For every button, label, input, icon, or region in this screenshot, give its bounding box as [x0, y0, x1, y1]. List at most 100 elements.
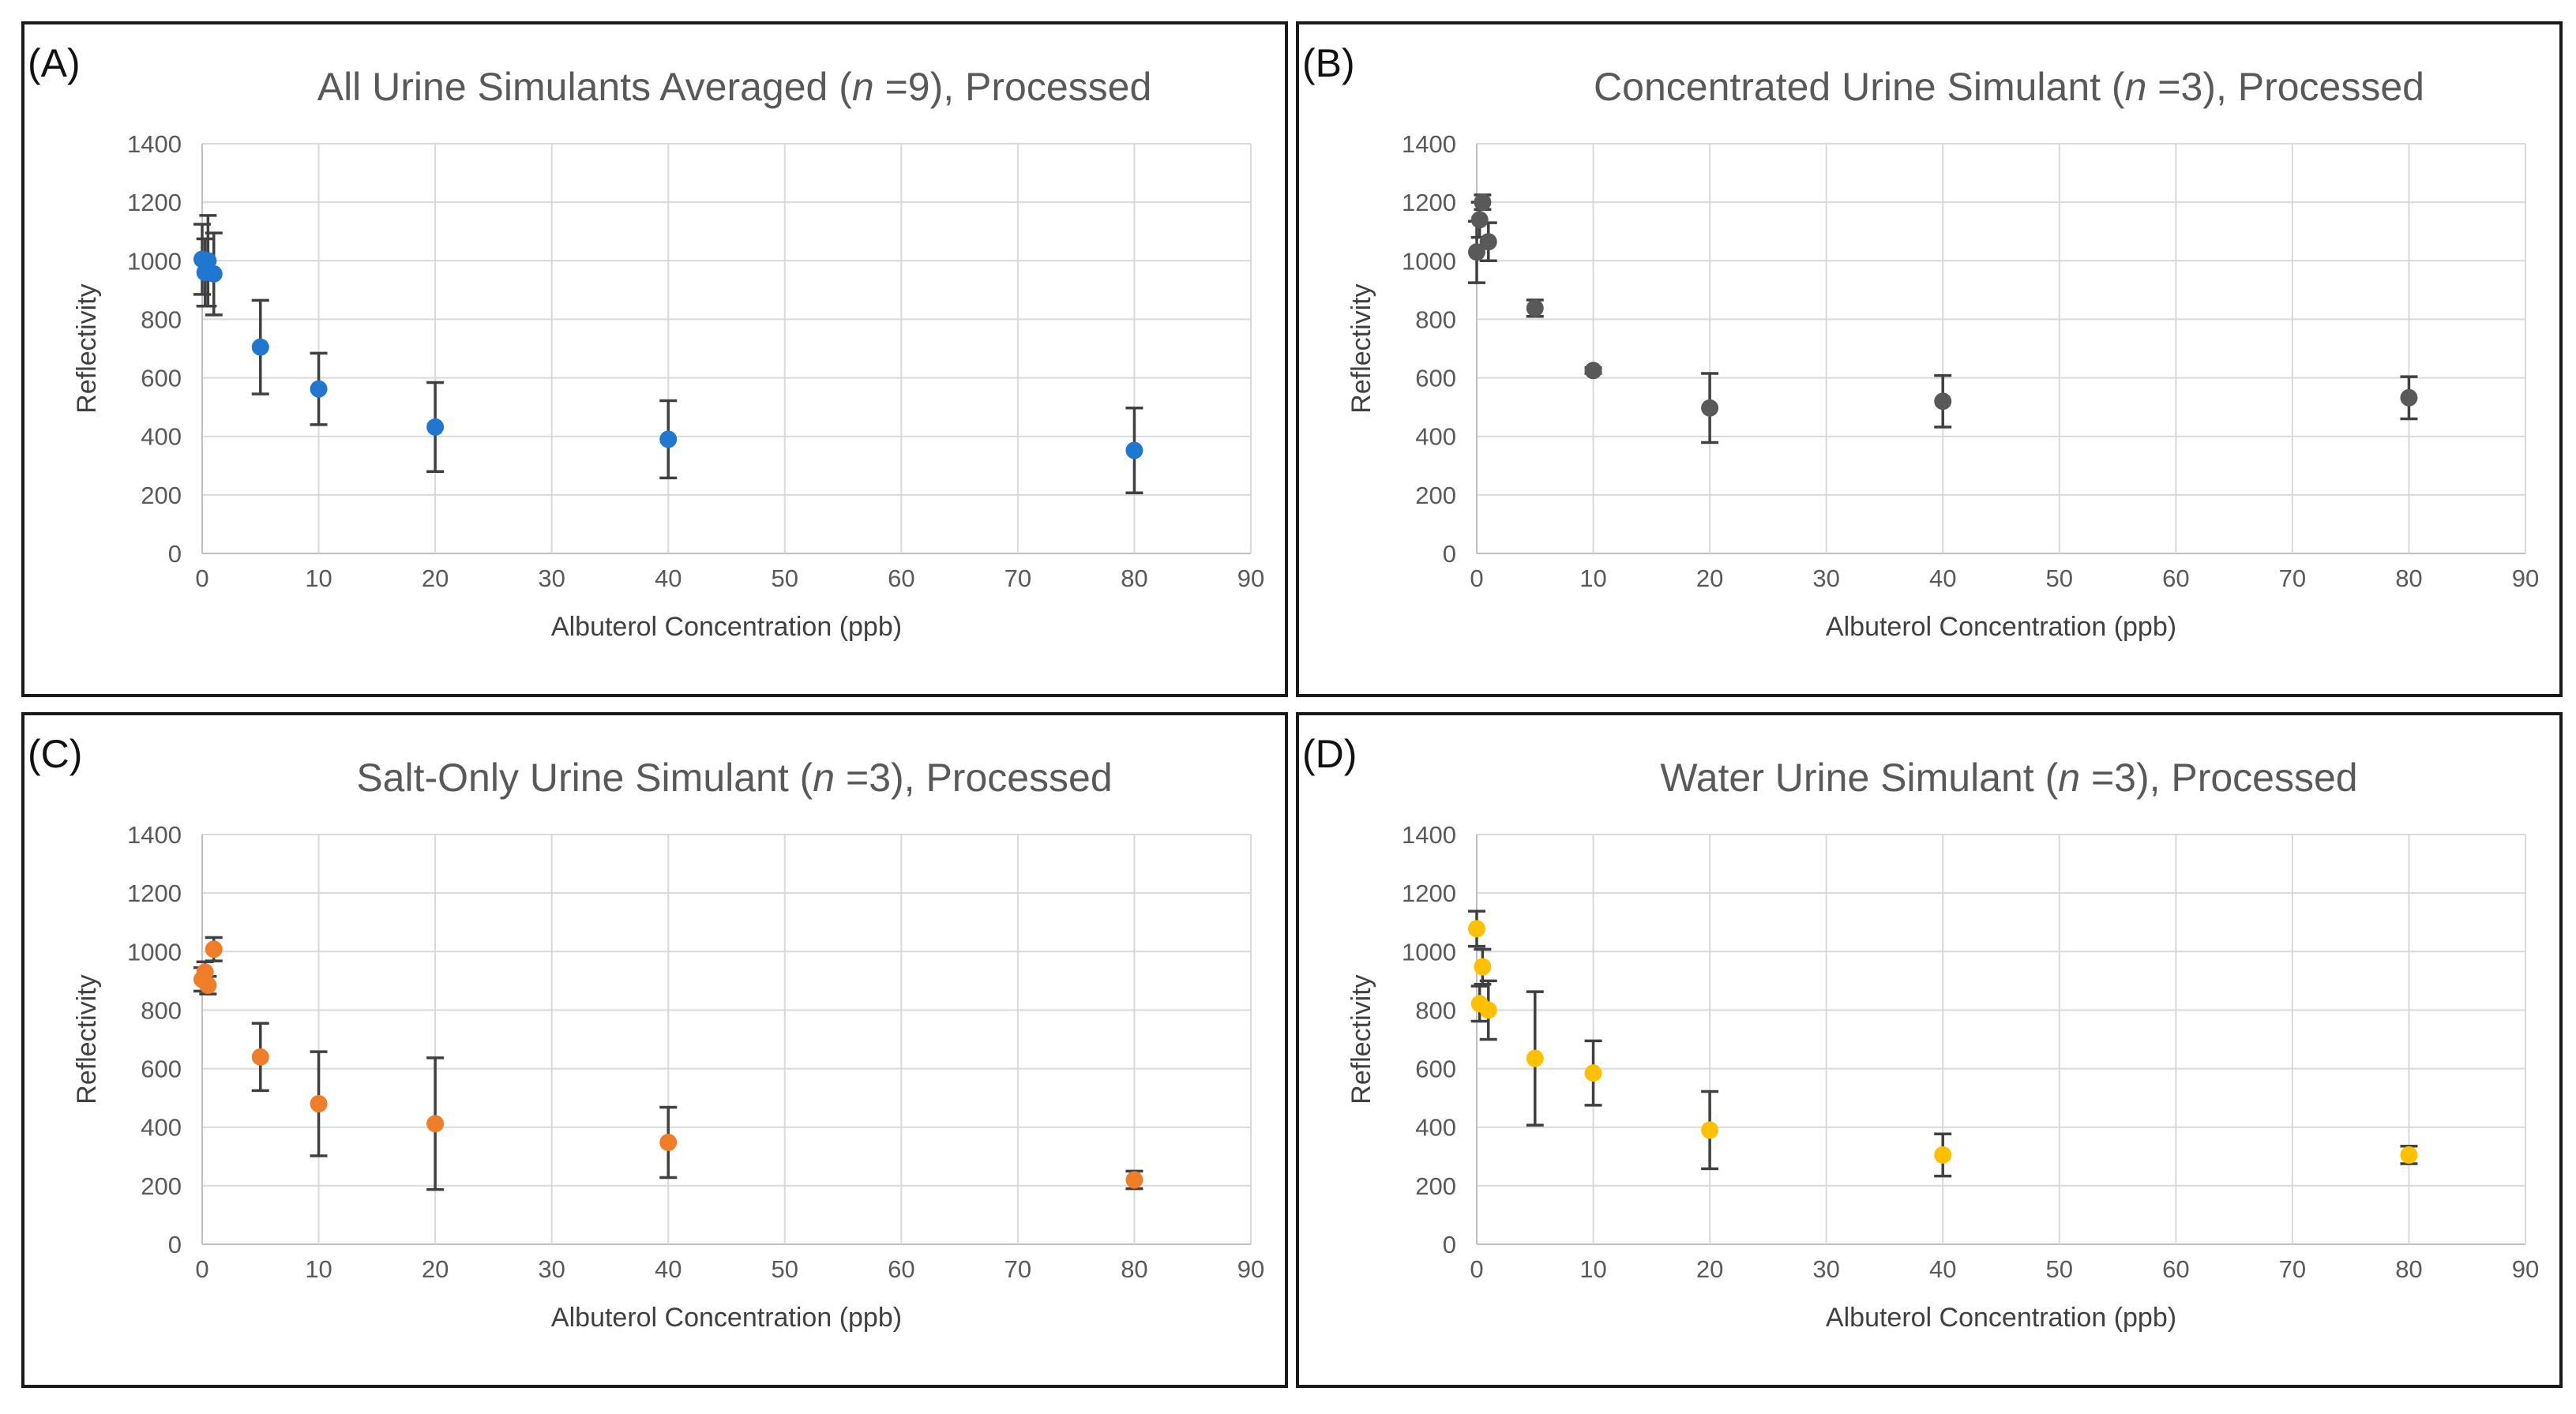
data-series [193, 936, 1143, 1191]
x-tick-label: 80 [1121, 1255, 1147, 1283]
x-tick-label: 30 [1812, 1255, 1839, 1283]
x-tick-label: 80 [2395, 564, 2422, 592]
y-tick-label: 400 [1415, 1114, 1456, 1142]
y-tick-label: 0 [1443, 1231, 1456, 1258]
x-tick-label: 60 [2162, 564, 2189, 592]
data-point [1934, 392, 1952, 411]
x-tick-label: 0 [195, 1255, 208, 1283]
chart-panel-a: (A) All Urine Simulants Averaged (n =9), … [21, 21, 1288, 697]
data-point [199, 252, 217, 270]
data-series [193, 214, 1143, 495]
x-tick-label: 20 [422, 564, 449, 592]
y-tick-label: 0 [168, 540, 182, 568]
chart-svg: (B) Concentrated Urine Simulant (n =3), P… [1302, 41, 2539, 642]
x-tick-label: 60 [888, 1255, 914, 1283]
chart-svg: (C) Salt-Only Urine Simulant (n =3), Proc… [28, 732, 1264, 1333]
x-tick-label: 70 [1004, 1255, 1031, 1283]
chart-title-prefix: Salt-Only Urine Simulant ( [356, 756, 813, 800]
x-tick-label: 0 [195, 564, 208, 592]
data-point [310, 380, 328, 398]
panel-label: (A) [28, 41, 81, 85]
x-tick-label: 20 [1696, 564, 1723, 592]
panel-label: (B) [1302, 41, 1355, 85]
data-point [426, 1115, 445, 1133]
x-tick-label: 30 [538, 564, 565, 592]
chart-title-suffix: =3), Processed [835, 756, 1113, 800]
data-point [1479, 1001, 1497, 1019]
data-point [1584, 362, 1602, 380]
y-tick-label: 800 [141, 996, 182, 1024]
y-tick-label: 1200 [1402, 189, 1456, 216]
chart-title-prefix: Concentrated Urine Simulant ( [1594, 65, 2125, 109]
data-point [205, 264, 223, 283]
x-tick-label: 30 [1812, 564, 1839, 592]
data-point [1125, 1171, 1143, 1189]
chart-title: All Urine Simulants Averaged (n =9), Pro… [317, 65, 1152, 109]
data-point [1479, 233, 1497, 251]
data-point [1468, 920, 1485, 938]
x-tick-label: 90 [1237, 1255, 1264, 1283]
x-tick-label: 20 [422, 1255, 449, 1283]
y-tick-label: 400 [141, 423, 182, 451]
x-tick-label: 70 [1004, 564, 1031, 592]
y-tick-label: 600 [1415, 1056, 1456, 1083]
chart-title-n: n [2125, 65, 2147, 109]
y-tick-label: 0 [1443, 540, 1456, 568]
y-tick-label: 600 [1415, 365, 1456, 392]
data-point [1526, 299, 1544, 317]
data-point [251, 338, 269, 356]
y-tick-label: 1000 [1402, 247, 1456, 275]
panel-label: (D) [1302, 732, 1357, 776]
x-tick-label: 90 [1237, 564, 1264, 592]
y-tick-label: 400 [1415, 423, 1456, 451]
x-axis-label: Albuterol Concentration (ppb) [1826, 612, 2176, 642]
y-tick-label: 1400 [1402, 130, 1456, 158]
data-point [1474, 193, 1492, 212]
chart-title: Salt-Only Urine Simulant (n =3), Process… [356, 756, 1112, 800]
y-tick-label: 800 [141, 306, 182, 333]
data-point [659, 430, 678, 448]
data-point [1701, 399, 1719, 417]
x-tick-label: 60 [888, 564, 914, 592]
x-tick-label: 40 [1929, 564, 1956, 592]
data-point [2400, 1146, 2418, 1164]
y-tick-label: 1000 [127, 247, 182, 275]
y-axis-label: Reflectivity [72, 283, 102, 413]
y-tick-label: 600 [141, 1056, 182, 1083]
data-point [426, 418, 445, 436]
y-tick-label: 0 [168, 1231, 182, 1258]
x-tick-label: 50 [2046, 1255, 2073, 1283]
x-tick-label: 10 [305, 564, 332, 592]
data-point [251, 1048, 269, 1066]
data-point [196, 963, 214, 981]
x-tick-label: 90 [2512, 564, 2539, 592]
panel-label: (C) [28, 732, 82, 776]
x-tick-label: 10 [1579, 564, 1606, 592]
y-tick-label: 200 [141, 482, 182, 509]
y-tick-label: 200 [141, 1172, 182, 1200]
chart-panel-b: (B) Concentrated Urine Simulant (n =3), P… [1296, 21, 2563, 697]
y-tick-label: 1000 [127, 938, 182, 966]
x-tick-label: 20 [1696, 1255, 1723, 1283]
x-tick-label: 50 [772, 1255, 798, 1283]
chart-title-prefix: All Urine Simulants Averaged ( [317, 65, 853, 109]
data-point [310, 1095, 328, 1113]
y-tick-label: 200 [1415, 1172, 1456, 1200]
chart-panel-c: (C) Salt-Only Urine Simulant (n =3), Proc… [21, 712, 1288, 1388]
data-series [1468, 193, 2418, 444]
x-axis-label: Albuterol Concentration (ppb) [551, 612, 902, 642]
chart-title-suffix: =9), Processed [874, 65, 1152, 109]
chart-panel-d: (D) Water Urine Simulant (n =3), Processe… [1296, 712, 2563, 1388]
y-tick-label: 1400 [127, 130, 182, 158]
data-point [659, 1133, 678, 1151]
y-tick-label: 1400 [127, 821, 182, 849]
data-point [1934, 1146, 1952, 1164]
y-tick-label: 1400 [1402, 821, 1456, 849]
y-tick-label: 600 [141, 365, 182, 392]
x-axis-label: Albuterol Concentration (ppb) [1826, 1303, 2176, 1333]
data-point [1701, 1121, 1719, 1139]
x-tick-label: 0 [1470, 1255, 1483, 1283]
data-point [1584, 1064, 1602, 1082]
data-point [1474, 958, 1492, 976]
chart-title-suffix: =3), Processed [2146, 65, 2424, 109]
